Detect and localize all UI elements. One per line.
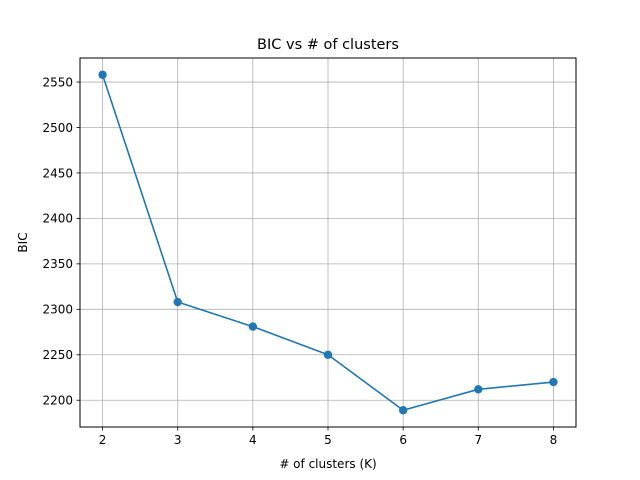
data-point [248,322,258,331]
y-tick-label: 2400 [42,212,73,226]
x-tick-label: 8 [550,433,558,447]
x-tick-label: 5 [324,433,332,447]
chart-title: BIC vs # of clusters [257,37,399,53]
y-tick-label: 2250 [42,348,73,362]
series-layer [98,70,558,415]
x-tick-label: 3 [174,433,182,447]
y-tick-label: 2500 [42,121,73,135]
x-tick-label: 6 [399,433,407,447]
y-axis-label: BIC [16,232,30,252]
data-point [173,297,182,307]
y-tick-label: 2300 [42,303,73,317]
x-tick-label: 2 [99,433,107,447]
y-tick-label: 2200 [42,394,73,408]
data-point [474,385,483,394]
y-tick-label: 2450 [42,166,73,180]
data-point [98,70,107,79]
data-point [549,377,558,387]
y-tick-label: 2350 [42,257,73,271]
data-point [323,350,333,359]
tick-layer: 2 3 4 5 6 7 8 2200 2250 2300 2350 2400 2450 2500 2550 [42,75,557,447]
x-tick-label: 4 [249,433,257,447]
data-point [398,406,408,415]
grid-lines [80,58,576,427]
y-tick-label: 2550 [42,75,73,89]
x-axis-label: # of clusters (K) [279,457,376,471]
x-tick-label: 7 [474,433,482,447]
